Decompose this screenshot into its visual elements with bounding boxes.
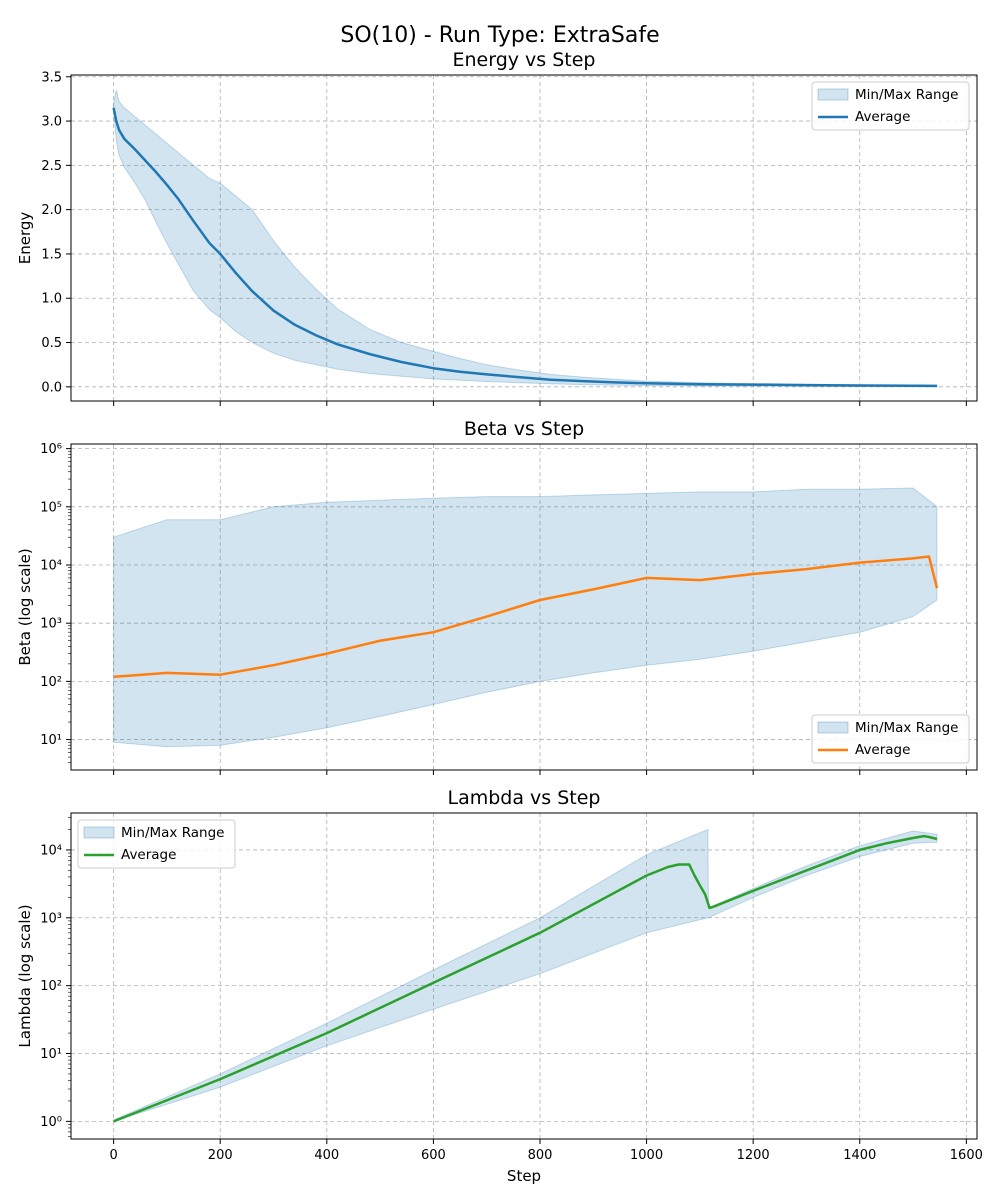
legend-label-average: Average [855, 742, 910, 758]
chart-lambda: 0 200 400 600 800 1000 1200 1400 1600 10⁰ 10¹ 10² 10… [16, 787, 983, 1185]
legend: Min/Max Range Average [811, 714, 970, 764]
y-tick-label: 10³ [40, 617, 62, 632]
legend-band-swatch [817, 721, 849, 734]
legend: Min/Max Range Average [811, 81, 970, 131]
y-axis-label: Beta (log scale) [16, 548, 34, 665]
y-tick-label: 10² [40, 979, 62, 994]
legend-box [811, 81, 970, 131]
legend-label-range: Min/Max Range [855, 720, 959, 736]
chart-title: Lambda vs Step [448, 787, 601, 809]
y-tick-label: 0.0 [41, 380, 62, 395]
axes-frame [70, 812, 978, 1140]
y-tick-label: 3.5 [41, 70, 62, 85]
legend-label-average: Average [121, 847, 176, 863]
x-tick-label: 600 [421, 1148, 446, 1163]
average-line [113, 555, 939, 679]
chart-title: Beta vs Step [464, 418, 584, 440]
figure-title: SO(10) - Run Type: ExtraSafe [340, 23, 659, 48]
y-tick-label: 0.5 [41, 336, 62, 351]
y-tick-label: 10⁴ [40, 558, 62, 573]
average-line [112, 107, 938, 388]
x-axis-label: Step [507, 1167, 541, 1185]
y-tick-label: 3.0 [41, 115, 62, 130]
y-tick-label: 1.5 [41, 247, 62, 262]
y-axis-label: Lambda (log scale) [16, 904, 34, 1047]
legend-box [811, 714, 970, 764]
x-tick-label: 0 [109, 1148, 117, 1163]
minmax-range-band [113, 89, 938, 388]
y-tick-label: 1.0 [41, 292, 62, 307]
minmax-range-band [113, 487, 938, 748]
x-tick-label: 1000 [630, 1148, 663, 1163]
y-tick-label: 10³ [40, 911, 62, 926]
legend-band-swatch [83, 826, 115, 839]
y-tick-label: 2.0 [41, 203, 62, 218]
y-tick-label: 10⁶ [40, 442, 62, 457]
legend: Min/Max Range Average [77, 819, 236, 869]
axes-frame [70, 74, 978, 402]
y-axis-label: Energy [16, 212, 34, 265]
y-tick-label: 10¹ [40, 733, 62, 748]
y-tick-label: 10¹ [40, 1047, 62, 1062]
minmax-range-band [113, 828, 938, 1123]
legend-label-range: Min/Max Range [121, 825, 225, 841]
x-tick-label: 800 [528, 1148, 553, 1163]
legend-label-average: Average [855, 109, 910, 125]
y-tick-label: 2.5 [41, 159, 62, 174]
legend-band-swatch [817, 88, 849, 101]
average-line [113, 834, 938, 1123]
legend-box [77, 819, 236, 869]
chart-energy: 0.0 0.5 1.0 1.5 2.0 2.5 3.0 3.5 Energy vs Step En… [16, 49, 978, 406]
chart-beta: 10¹ 10² 10³ 10⁴ 10⁵ 10⁶ Beta vs Step Beta (log … [16, 418, 978, 775]
x-tick-label: 400 [314, 1148, 339, 1163]
chart-title: Energy vs Step [452, 49, 595, 71]
x-tick-label: 1400 [843, 1148, 876, 1163]
y-tick-label: 10² [40, 675, 62, 690]
y-tick-label: 10⁴ [40, 843, 62, 858]
x-tick-label: 1600 [950, 1148, 983, 1163]
axes-frame [70, 443, 978, 771]
y-tick-label: 10⁰ [40, 1115, 62, 1130]
x-tick-label: 1200 [737, 1148, 770, 1163]
legend-label-range: Min/Max Range [855, 87, 959, 103]
x-tick-label: 200 [208, 1148, 233, 1163]
y-tick-label: 10⁵ [40, 500, 62, 515]
